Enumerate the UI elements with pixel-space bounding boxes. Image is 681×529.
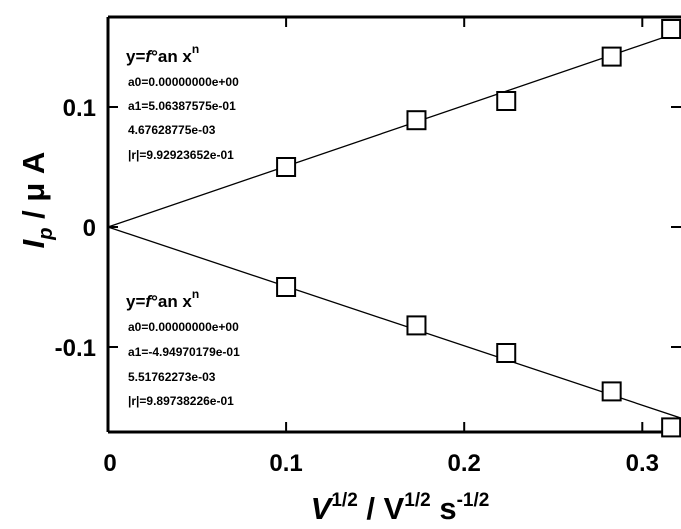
fit-r-upper: |r|=9.92923652e-01	[128, 148, 234, 162]
x-axis-label: V1/2 / V1/2 s-1/2	[311, 490, 490, 526]
plot-frame	[106, 15, 681, 434]
fit-lines	[107, 30, 681, 419]
y-axis-label: Ip / μ A	[16, 152, 57, 249]
data-point-series-2	[276, 277, 297, 297]
y-tick-label: 0	[83, 215, 96, 242]
fit-a1-lower: a1=-4.94970179e-01	[128, 345, 240, 359]
fit-annotation-upper: y=f°an xn a0=0.00000000e+00 a1=5.0638757…	[126, 42, 239, 162]
x-tick-label: 0.3	[626, 450, 659, 477]
fit-equation-upper: y=f°an xn	[126, 42, 199, 66]
fit-line-series-2	[107, 226, 681, 419]
x-tick-label: 0	[103, 450, 116, 477]
tick-marks	[107, 17, 681, 432]
fit-line-series-1	[107, 30, 681, 228]
data-point-series-1	[406, 110, 427, 131]
fit-a0-upper: a0=0.00000000e+00	[128, 75, 239, 89]
fit-annotation-lower: y=f°an xn a0=0.00000000e+00 a1=-4.949701…	[126, 287, 240, 408]
fit-a1-upper: a1=5.06387575e-01	[128, 99, 236, 113]
data-point-series-1	[496, 91, 517, 111]
data-point-series-1	[276, 157, 297, 177]
y-tick-label: -0.1	[55, 335, 96, 362]
data-point-series-1	[601, 46, 622, 67]
fit-error-lower: 5.51762273e-03	[128, 370, 216, 384]
fit-r-lower: |r|=9.89738226e-01	[128, 394, 234, 408]
y-tick-label: 0.1	[63, 95, 96, 122]
fit-error-upper: 4.67628775e-03	[128, 123, 216, 137]
data-point-series-2	[601, 381, 622, 402]
x-tick-label: 0.1	[269, 450, 302, 477]
data-points	[276, 19, 681, 438]
data-point-series-2	[661, 417, 681, 438]
data-point-series-2	[406, 315, 427, 336]
fit-a0-lower: a0=0.00000000e+00	[128, 320, 239, 334]
data-point-series-1	[661, 19, 681, 39]
tick-labels: 0 0.1 0.2 0.3 0.1 0 -0.1	[55, 95, 659, 477]
data-point-series-2	[496, 343, 517, 363]
x-tick-label: 0.2	[448, 450, 481, 477]
fit-equation-lower: y=f°an xn	[126, 287, 199, 311]
